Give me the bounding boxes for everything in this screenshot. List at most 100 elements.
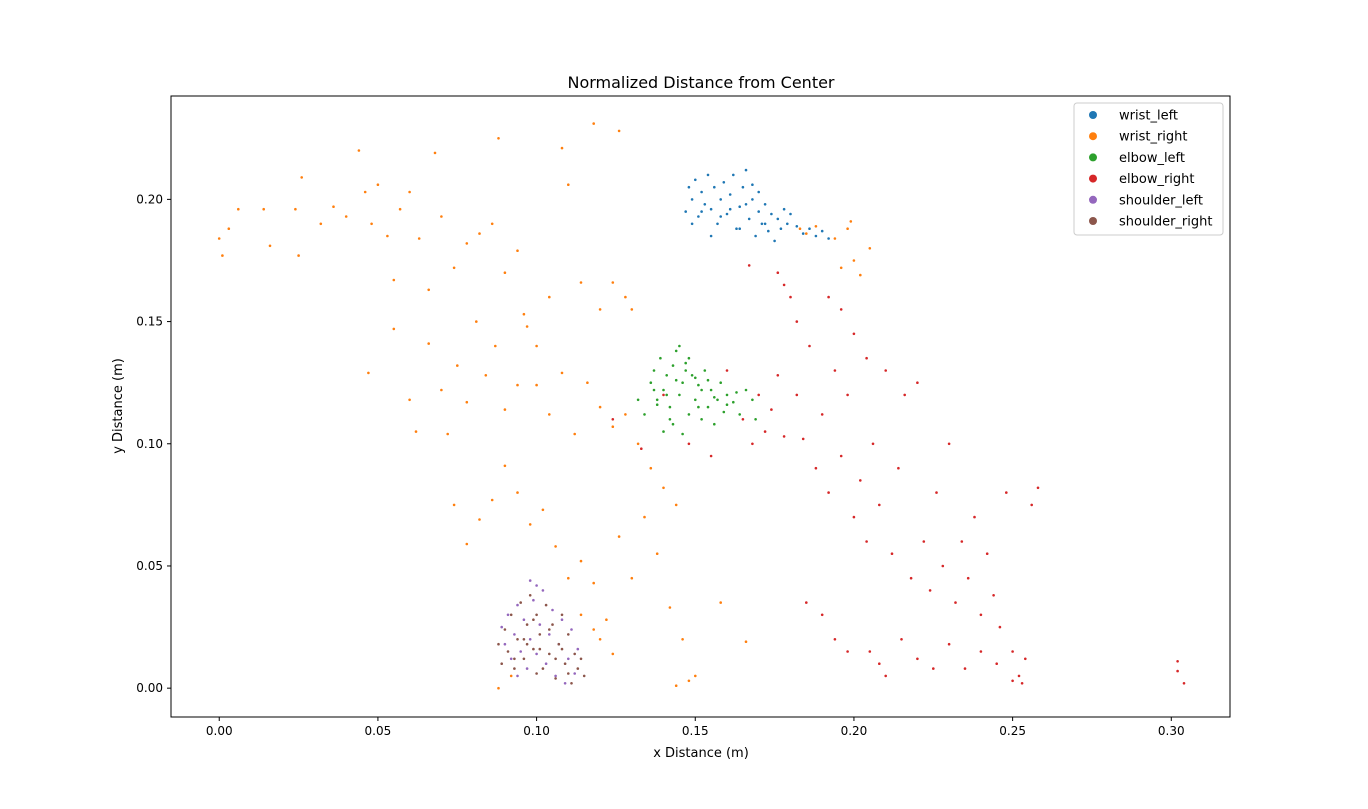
scatter-point [728, 207, 732, 211]
scatter-point [801, 232, 805, 235]
series-shoulder_right [497, 594, 586, 685]
scatter-point [617, 129, 621, 133]
scatter-point [497, 686, 500, 690]
scatter-point [947, 642, 951, 646]
scatter-point [490, 498, 494, 502]
scatter-point [611, 281, 615, 284]
scatter-point [738, 205, 741, 208]
scatter-point [509, 674, 513, 678]
scatter-point [878, 503, 881, 507]
scatter-point [611, 418, 615, 421]
scatter-point [386, 234, 389, 238]
series-wrist_right [217, 122, 872, 690]
y-axis: 0.00 0.05 0.10 0.15 0.20 [136, 192, 171, 695]
scatter-point [332, 205, 335, 208]
scatter-point [681, 432, 684, 436]
scatter-point [960, 540, 964, 543]
scatter-point [706, 173, 710, 177]
scatter-point [551, 623, 554, 626]
scatter-point [478, 518, 481, 521]
legend-label-elbow_right: elbow_right [1119, 172, 1195, 187]
scatter-point [494, 344, 497, 348]
legend-marker-elbow_left [1089, 153, 1097, 162]
plot-area [217, 122, 1186, 690]
scatter-point [935, 491, 938, 494]
scatter-point [503, 408, 507, 411]
scatter-point [820, 229, 824, 233]
scatter-point [522, 312, 526, 316]
y-tick-label: 0.10 [136, 437, 163, 451]
scatter-point [833, 237, 837, 240]
scatter-point [573, 432, 576, 436]
scatter-point [697, 383, 700, 387]
scatter-point [652, 369, 656, 372]
scatter-point [497, 137, 500, 140]
scatter-point [859, 273, 862, 277]
scatter-point [725, 212, 729, 216]
scatter-point [598, 405, 602, 409]
scatter-point [598, 308, 602, 311]
scatter-point [503, 464, 507, 468]
scatter-point [433, 151, 437, 155]
scatter-point [268, 244, 272, 248]
scatter-point [519, 650, 522, 653]
y-tick-label: 0.05 [136, 559, 163, 573]
scatter-point [757, 393, 760, 397]
scatter-point [732, 173, 735, 177]
scatter-point [592, 628, 595, 631]
legend-marker-shoulder_left [1089, 195, 1097, 204]
scatter-point [922, 540, 926, 543]
scatter-point [773, 239, 776, 243]
scatter-point [532, 598, 535, 602]
y-tick-label: 0.15 [136, 315, 163, 329]
scatter-point [1011, 650, 1014, 653]
scatter-point [630, 576, 634, 580]
x-tick-label: 0.00 [206, 724, 233, 738]
scatter-point [367, 371, 370, 375]
scatter-point [865, 540, 868, 543]
legend-label-shoulder_left: shoulder_left [1119, 193, 1203, 208]
legend-marker-wrist_right [1089, 132, 1097, 141]
scatter-point [592, 581, 595, 585]
scatter-point [576, 647, 580, 651]
scatter-point [294, 207, 297, 211]
scatter-point [725, 393, 729, 397]
scatter-point [643, 413, 646, 416]
scatter-point [655, 403, 659, 407]
scatter-point [475, 320, 478, 323]
scatter-point [579, 613, 583, 617]
scatter-point [652, 388, 656, 392]
scatter-point [576, 667, 580, 670]
scatter-point [776, 271, 780, 275]
scatter-point [643, 515, 646, 519]
scatter-point [703, 369, 707, 372]
scatter-point [973, 515, 976, 519]
scatter-point [754, 234, 757, 238]
scatter-point [805, 601, 808, 604]
scatter-point [709, 234, 713, 238]
scatter-point [697, 215, 700, 218]
scatter-point [1011, 679, 1014, 683]
series-elbow_left [636, 344, 757, 436]
scatter-point [427, 288, 431, 292]
legend-label-shoulder_right: shoulder_right [1119, 215, 1212, 230]
scatter-point [770, 408, 773, 411]
scatter-point [846, 650, 849, 653]
scatter-point [700, 388, 703, 392]
scatter-point [513, 657, 516, 661]
scatter-point [630, 308, 634, 311]
scatter-point [671, 364, 675, 367]
scatter-point [687, 185, 691, 189]
scatter-point [985, 552, 989, 555]
scatter-point [548, 652, 551, 656]
scatter-point [598, 638, 602, 641]
scatter-point [709, 454, 713, 458]
scatter-point [516, 674, 519, 678]
scatter-point [649, 381, 653, 385]
scatter-point [786, 222, 789, 226]
scatter-point [820, 613, 824, 617]
scatter-point [541, 508, 545, 512]
scatter-point [684, 210, 687, 213]
scatter-point [754, 418, 757, 421]
scatter-point [770, 212, 773, 216]
